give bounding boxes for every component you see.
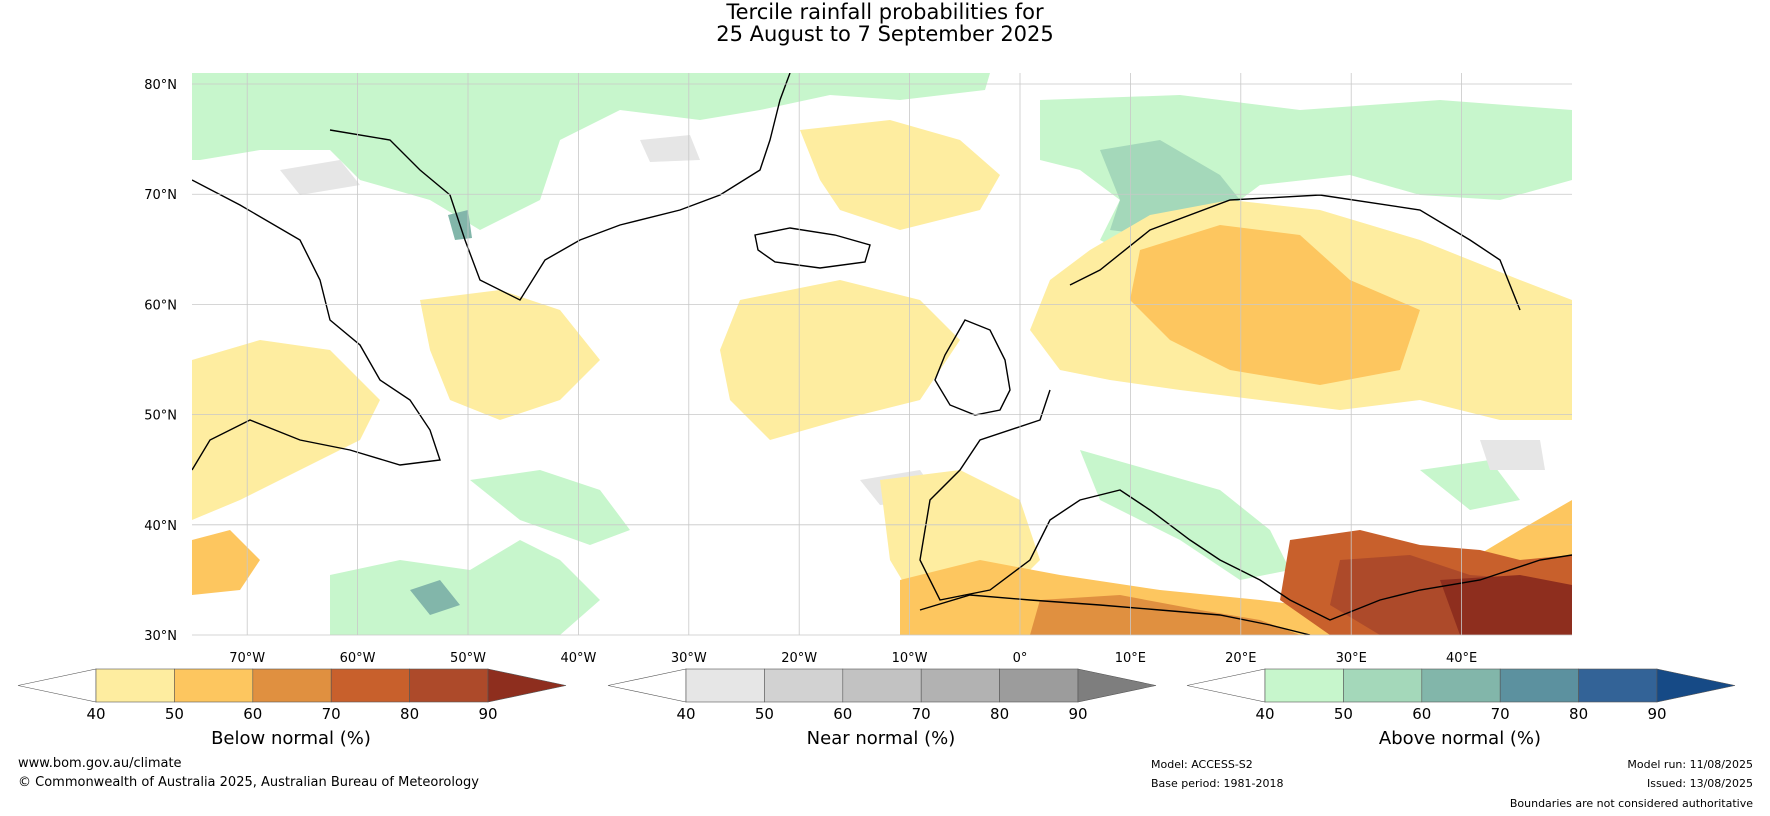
near-normal-region-1 bbox=[280, 160, 360, 195]
colorbar-label-below-normal: Below normal (%) bbox=[211, 728, 371, 749]
colorbar-segment bbox=[1499, 668, 1579, 703]
lon-label: 10°W bbox=[892, 651, 928, 666]
lon-label: 50°W bbox=[450, 651, 486, 666]
colorbar-tick-label: 80 bbox=[1569, 705, 1588, 723]
below-normal-region-labrador bbox=[420, 290, 600, 420]
below-normal-region-west bbox=[192, 340, 380, 520]
colorbar-tick-label: 90 bbox=[1068, 705, 1087, 723]
below-normal-region-atlantic-mid bbox=[720, 280, 960, 440]
colorbar-segment bbox=[330, 668, 410, 703]
above-normal-region-arctic bbox=[192, 73, 990, 230]
above-normal-region-east bbox=[1420, 460, 1520, 510]
colorbar-segment bbox=[252, 668, 332, 703]
near-normal-region-3 bbox=[1480, 440, 1545, 470]
colorbars: 40 50 60 70 80 90 40 50 60 70 80 90 40 50 60 70 80 90 bbox=[17, 668, 1736, 723]
colorbar-tick-label: 80 bbox=[990, 705, 1009, 723]
above-normal-region-atlantic-south bbox=[330, 540, 600, 635]
colorbar-segment bbox=[174, 668, 254, 703]
graticule bbox=[192, 73, 1572, 636]
colorbar-tick-label: 60 bbox=[833, 705, 852, 723]
lon-label: 30°W bbox=[671, 651, 707, 666]
coastline-greenland bbox=[329, 73, 791, 301]
footer-model: Model: ACCESS-S2 bbox=[1151, 758, 1253, 771]
lon-label: 40°W bbox=[560, 651, 596, 666]
colorbar-extend-high bbox=[487, 668, 567, 703]
lon-label: 20°E bbox=[1225, 651, 1256, 666]
lat-label: 60°N bbox=[144, 298, 177, 313]
coastlines bbox=[192, 73, 1572, 635]
footer-issued: Issued: 13/08/2025 bbox=[1646, 777, 1753, 790]
probability-layer bbox=[192, 73, 1572, 635]
lon-label: 70°W bbox=[229, 651, 265, 666]
map-title-line1: Tercile rainfall probabilities for bbox=[726, 0, 1044, 24]
colorbar-tick-label: 50 bbox=[1334, 705, 1353, 723]
footer-website: www.bom.gov.au/climate bbox=[18, 756, 182, 771]
colorbar-segment bbox=[1421, 668, 1501, 703]
colorbar-label-near-normal: Near normal (%) bbox=[806, 728, 956, 749]
colorbar-above: 40 50 60 70 80 90 bbox=[1186, 668, 1736, 723]
colorbar-segment bbox=[1264, 668, 1344, 703]
colorbar-extend-low bbox=[17, 668, 97, 703]
footer-copyright: © Commonwealth of Australia 2025, Austra… bbox=[18, 775, 479, 790]
lon-label: 20°W bbox=[781, 651, 817, 666]
colorbar-extend-high bbox=[1077, 668, 1157, 703]
lon-label: 40°E bbox=[1446, 651, 1477, 666]
below-normal-region-west-south bbox=[192, 530, 260, 595]
lon-label: 0° bbox=[1013, 651, 1028, 666]
colorbar-segment bbox=[999, 668, 1079, 703]
colorbar-extend-low bbox=[607, 668, 687, 703]
lat-label: 50°N bbox=[144, 409, 177, 424]
colorbar-segment bbox=[842, 668, 922, 703]
coastline-iceland bbox=[754, 227, 871, 269]
colorbar-tick-label: 70 bbox=[322, 705, 341, 723]
above-normal-region-atlantic-center bbox=[470, 470, 630, 545]
lon-label: 60°W bbox=[340, 651, 376, 666]
below-normal-region-atlantic-north bbox=[800, 120, 1000, 230]
colorbar-tick-label: 40 bbox=[676, 705, 695, 723]
above-normal-region-mediterranean bbox=[1080, 450, 1290, 580]
colorbar-tick-label: 70 bbox=[912, 705, 931, 723]
below-normal-region-scandinavia-core bbox=[1130, 225, 1420, 385]
colorbar-segment bbox=[1578, 668, 1658, 703]
colorbar-tick-label: 90 bbox=[478, 705, 497, 723]
footer-disclaimer: Boundaries are not considered authoritat… bbox=[1509, 797, 1753, 810]
colorbar-near: 40 50 60 70 80 90 bbox=[607, 668, 1157, 723]
longitude-labels: 70°W 60°W 50°W 40°W 30°W 20°W 10°W 0° 10°E 20°E 30… bbox=[229, 651, 1477, 666]
colorbar-tick-label: 50 bbox=[755, 705, 774, 723]
colorbar-segment bbox=[409, 668, 489, 703]
map-title-line2: 25 August to 7 September 2025 bbox=[716, 22, 1054, 46]
colorbar-tick-label: 70 bbox=[1491, 705, 1510, 723]
colorbar-extend-high bbox=[1656, 668, 1736, 703]
near-normal-region-4 bbox=[640, 135, 700, 162]
colorbar-tick-label: 60 bbox=[1412, 705, 1431, 723]
colorbar-segment bbox=[95, 668, 175, 703]
lon-label: 30°E bbox=[1336, 651, 1367, 666]
colorbar-tick-label: 40 bbox=[1255, 705, 1274, 723]
colorbar-label-above-normal: Above normal (%) bbox=[1378, 728, 1542, 749]
colorbar-tick-label: 80 bbox=[400, 705, 419, 723]
lat-label: 40°N bbox=[144, 519, 177, 534]
footer-model-run: Model run: 11/08/2025 bbox=[1627, 758, 1753, 771]
below-normal-region-middle-east-core bbox=[1440, 575, 1572, 635]
lat-label: 70°N bbox=[144, 188, 177, 203]
colorbar-segment bbox=[1343, 668, 1423, 703]
colorbar-tick-label: 40 bbox=[86, 705, 105, 723]
latitude-labels: 80°N 70°N 60°N 50°N 40°N 30°N bbox=[144, 78, 177, 644]
above-normal-region-atlantic-south-core bbox=[410, 580, 460, 615]
colorbar-tick-label: 90 bbox=[1647, 705, 1666, 723]
coastline-british-isles bbox=[934, 319, 1011, 416]
footer-base-period: Base period: 1981-2018 bbox=[1151, 777, 1284, 790]
coastline-europe bbox=[919, 194, 1572, 621]
colorbar-below: 40 50 60 70 80 90 bbox=[17, 668, 567, 723]
colorbar-tick-label: 60 bbox=[243, 705, 262, 723]
colorbar-segment bbox=[764, 668, 844, 703]
lon-label: 10°E bbox=[1115, 651, 1146, 666]
colorbar-extend-low bbox=[1186, 668, 1266, 703]
lat-label: 80°N bbox=[144, 78, 177, 93]
lat-label: 30°N bbox=[144, 629, 177, 644]
colorbar-segment bbox=[685, 668, 765, 703]
colorbar-segment bbox=[920, 668, 1000, 703]
colorbar-tick-label: 50 bbox=[165, 705, 184, 723]
